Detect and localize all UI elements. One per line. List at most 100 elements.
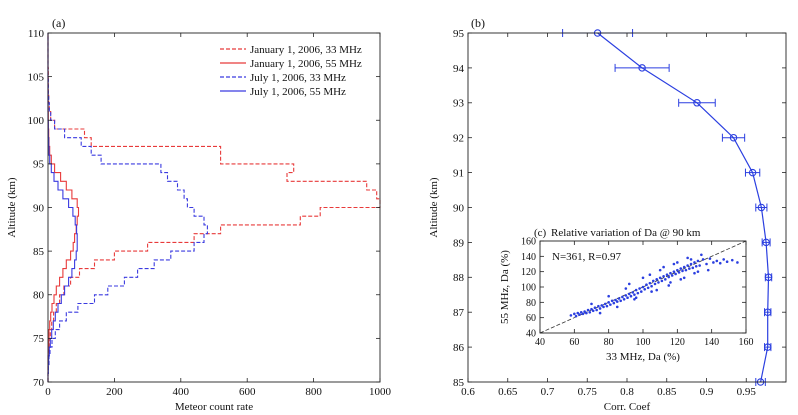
point-c xyxy=(670,274,674,277)
xaxis-b-tick-label: 0.75 xyxy=(578,386,598,398)
point-c xyxy=(664,278,667,281)
xaxis-b-tick-label: 0.65 xyxy=(498,386,518,398)
point-b xyxy=(764,273,773,282)
point-c xyxy=(660,279,664,283)
xaxis-a-tick-label: 200 xyxy=(106,386,123,398)
point-c xyxy=(652,279,655,283)
panel-b: 0.6 0.65 0.7 0.75 0.8 0.85 0.9 0.95 85 86 87 88 89 90… xyxy=(428,16,787,413)
inset-title-c: Relative variation of Da @ 90 km xyxy=(551,227,701,239)
point-c xyxy=(688,267,691,270)
point-c xyxy=(672,262,676,266)
xaxis-a-label: Meteor count rate xyxy=(175,401,253,413)
yaxis-a-tick-label: 110 xyxy=(28,28,45,40)
xaxis-a-tick-label: 0 xyxy=(45,386,51,398)
point-c xyxy=(677,271,681,274)
point-c xyxy=(590,307,593,311)
xaxis-c-label: 33 MHz, Da (%) xyxy=(606,351,680,363)
xaxis-b-tick-label: 0.85 xyxy=(657,386,677,398)
yaxis-a-tick-label: 70 xyxy=(33,377,45,389)
point-b xyxy=(693,99,701,107)
point-c xyxy=(693,261,696,264)
point-c xyxy=(686,264,689,267)
point-c xyxy=(645,283,648,287)
point-c xyxy=(607,294,610,298)
yaxis-c-tick-label: 40 xyxy=(526,329,536,340)
yaxis-b-tick-label: 93 xyxy=(453,98,465,110)
point-c xyxy=(583,310,586,313)
point-c xyxy=(641,285,645,289)
yaxis-b-tick-label: 86 xyxy=(453,342,465,354)
point-c xyxy=(650,284,653,288)
point-c xyxy=(694,265,698,268)
yaxis-c-tick-label: 120 xyxy=(521,267,536,278)
point-c xyxy=(607,301,610,304)
point-c xyxy=(658,268,662,272)
point-c xyxy=(674,272,677,276)
xaxis-c-tick-label: 120 xyxy=(670,337,685,348)
point-c xyxy=(586,308,590,312)
point-c xyxy=(696,259,700,263)
point-c xyxy=(624,287,628,290)
point-c xyxy=(578,313,581,316)
point-c xyxy=(682,276,686,280)
point-c xyxy=(686,256,689,260)
point-c xyxy=(676,268,679,272)
panel-label-c: (c) xyxy=(534,227,547,239)
point-c xyxy=(619,299,622,303)
yaxis-b-tick-label: 95 xyxy=(453,28,465,40)
point-c xyxy=(581,312,585,316)
yaxis-c-tick-label: 100 xyxy=(521,283,536,294)
point-c xyxy=(667,284,671,287)
point-c xyxy=(602,305,605,309)
point-c xyxy=(633,293,636,296)
point-b xyxy=(763,308,772,316)
point-c xyxy=(730,258,734,262)
legend-a-label-0: January 1, 2006, 33 MHz xyxy=(250,44,362,56)
point-c xyxy=(689,262,693,266)
point-c xyxy=(639,290,643,293)
panel-label-b: (b) xyxy=(471,16,485,30)
point-c xyxy=(598,307,602,310)
yaxis-a-tick-label: 105 xyxy=(28,71,45,83)
point-c xyxy=(576,311,580,315)
xaxis-c-tick-label: 160 xyxy=(739,337,754,348)
point-c xyxy=(705,262,708,266)
xaxis-c-tick-label: 80 xyxy=(604,337,614,348)
point-c xyxy=(648,273,652,277)
point-c xyxy=(715,259,719,263)
point-c xyxy=(617,297,621,300)
point-c xyxy=(655,288,659,292)
yaxis-b-tick-label: 85 xyxy=(453,377,465,389)
yaxis-c-tick-label: 160 xyxy=(521,237,536,248)
point-b xyxy=(763,343,772,351)
point-c xyxy=(653,282,657,286)
point-c xyxy=(691,266,695,270)
yaxis-b-tick-label: 88 xyxy=(453,272,465,284)
point-c xyxy=(600,304,604,307)
point-c xyxy=(569,314,573,317)
point-b xyxy=(762,238,770,247)
point-c xyxy=(574,314,578,318)
point-c xyxy=(725,260,729,264)
point-c xyxy=(696,270,700,273)
point-c xyxy=(615,305,619,309)
xaxis-a-tick-label: 600 xyxy=(239,386,256,398)
point-c xyxy=(693,271,696,275)
point-c xyxy=(698,264,701,267)
yaxis-a-tick-label: 95 xyxy=(33,159,45,171)
point-c xyxy=(662,274,665,278)
xaxis-c-tick-label: 60 xyxy=(569,337,579,348)
point-c xyxy=(679,278,683,281)
point-c xyxy=(610,299,614,303)
point-c xyxy=(588,311,592,314)
xaxis-c-tick-label: 140 xyxy=(704,337,719,348)
point-c xyxy=(629,294,633,298)
point-c xyxy=(672,270,676,273)
point-c xyxy=(679,267,683,270)
point-c xyxy=(626,296,629,300)
point-c xyxy=(701,258,705,261)
point-c xyxy=(638,287,641,290)
point-c xyxy=(627,292,631,296)
point-c xyxy=(631,291,634,294)
